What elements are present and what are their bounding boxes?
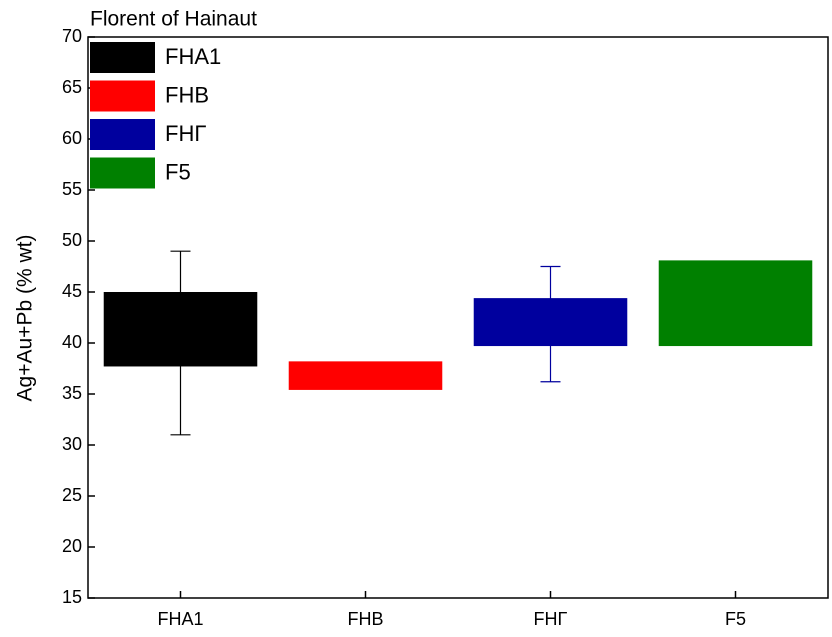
y-tick-label: 50: [62, 230, 82, 250]
box: [103, 292, 258, 367]
y-tick-label: 25: [62, 485, 82, 505]
legend-label: F5: [165, 159, 191, 184]
y-tick-label: 65: [62, 77, 82, 97]
y-tick-label: 35: [62, 383, 82, 403]
y-axis-label: Ag+Au+Pb (% wt): [14, 235, 37, 402]
legend-swatch: [90, 157, 155, 189]
legend-label: FHΓ: [165, 121, 206, 146]
y-tick-label: 20: [62, 536, 82, 556]
y-tick-label: 70: [62, 26, 82, 46]
y-tick-label: 60: [62, 128, 82, 148]
legend-swatch: [90, 119, 155, 150]
x-tick-label: FHΓ: [534, 609, 568, 629]
x-tick-label: F5: [725, 609, 746, 629]
legend-swatch: [90, 42, 155, 73]
plot-frame: [87, 36, 829, 599]
y-tick-label: 30: [62, 434, 82, 454]
box: [288, 361, 443, 390]
x-tick-label: FHA1: [157, 609, 203, 629]
y-tick-label: 15: [62, 587, 82, 607]
legend-swatch: [90, 80, 155, 112]
box: [473, 298, 628, 347]
chart-title: Florent of Hainaut: [90, 8, 257, 31]
box: [658, 260, 813, 347]
y-tick-label: 45: [62, 281, 82, 301]
x-tick-label: FHB: [348, 609, 384, 629]
legend-label: FHB: [165, 82, 209, 107]
y-tick-label: 55: [62, 179, 82, 199]
legend-label: FHA1: [165, 44, 221, 69]
y-tick-label: 40: [62, 332, 82, 352]
